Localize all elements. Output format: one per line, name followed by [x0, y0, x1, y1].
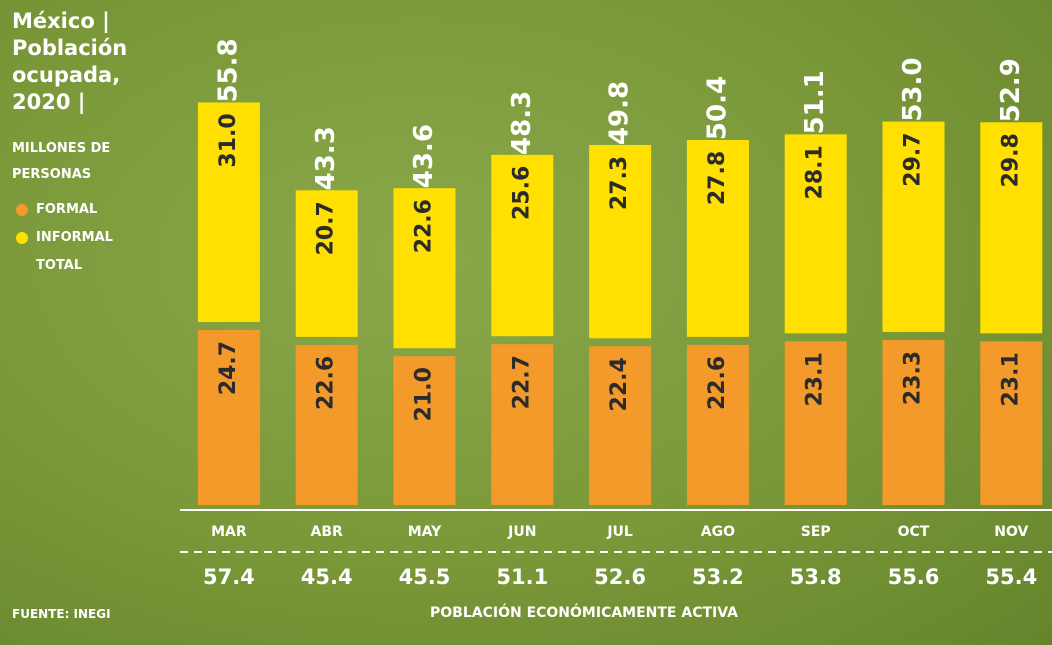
legend-item: FORMAL [16, 202, 97, 217]
value-label: 27.3 [607, 156, 632, 210]
pea-label: POBLACIÓN ECONÓMICAMENTE ACTIVA [430, 605, 738, 621]
value-label: 43.6 [409, 124, 439, 188]
value-label: 22.7 [509, 355, 534, 409]
x-tick-label: JUN [507, 524, 536, 540]
pea-value: 53.8 [790, 565, 842, 589]
value-label: 29.8 [998, 133, 1023, 187]
value-label: 48.3 [507, 91, 537, 155]
pea-value: 45.4 [301, 565, 353, 589]
value-label: 22.6 [705, 356, 730, 410]
value-label: 49.8 [605, 81, 635, 145]
legend-swatch [16, 232, 28, 244]
x-tick-label: MAY [408, 524, 442, 540]
x-tick-label: NOV [994, 524, 1028, 540]
value-label: 23.1 [998, 352, 1023, 406]
value-label: 29.7 [901, 132, 926, 186]
value-label: 55.8 [213, 38, 243, 102]
value-label: 43.3 [311, 126, 341, 190]
legend-label: TOTAL [36, 258, 82, 273]
chart: 24.7 31.0 55.8 MAR 57.4 22.6 20.7 43.3 ABR 45.4 21… [0, 0, 1052, 645]
x-tick-label: SEP [801, 524, 831, 540]
pea-value: 57.4 [203, 565, 255, 589]
legend-item: INFORMAL [16, 230, 113, 245]
pea-value: 55.6 [888, 565, 940, 589]
legend-swatch [16, 204, 28, 216]
value-label: 24.7 [216, 341, 241, 395]
legend-item: TOTAL [36, 258, 82, 273]
value-label: 21.0 [412, 367, 437, 421]
pea-value: 51.1 [496, 565, 548, 589]
x-tick-label: JUL [606, 524, 633, 540]
value-label: 51.1 [800, 70, 830, 134]
value-label: 53.0 [898, 58, 928, 122]
legend-label: FORMAL [36, 202, 97, 217]
value-label: 23.3 [901, 351, 926, 405]
pea-value: 55.4 [985, 565, 1037, 589]
chart-subtitle: MILLONES DE PERSONAS [12, 136, 152, 188]
value-label: 27.8 [705, 151, 730, 205]
value-label: 22.6 [314, 356, 339, 410]
x-tick-label: OCT [898, 524, 930, 540]
value-label: 20.7 [314, 201, 339, 255]
source: FUENTE: INEGI [12, 607, 111, 621]
legend-label: INFORMAL [36, 230, 113, 245]
pea-value: 45.5 [399, 565, 451, 589]
value-label: 25.6 [509, 166, 534, 220]
x-tick-label: AGO [701, 524, 735, 540]
value-label: 31.0 [216, 113, 241, 167]
pea-value: 52.6 [594, 565, 646, 589]
chart-title: México | Población ocupada, 2020 | [12, 8, 162, 116]
value-label: 22.6 [412, 199, 437, 253]
pea-value: 53.2 [692, 565, 744, 589]
value-label: 52.9 [996, 58, 1026, 122]
x-tick-label: ABR [311, 524, 344, 540]
x-tick-label: MAR [211, 524, 247, 540]
value-label: 23.1 [803, 352, 828, 406]
value-label: 28.1 [803, 145, 828, 199]
value-label: 50.4 [702, 76, 732, 140]
value-label: 22.4 [607, 357, 632, 411]
